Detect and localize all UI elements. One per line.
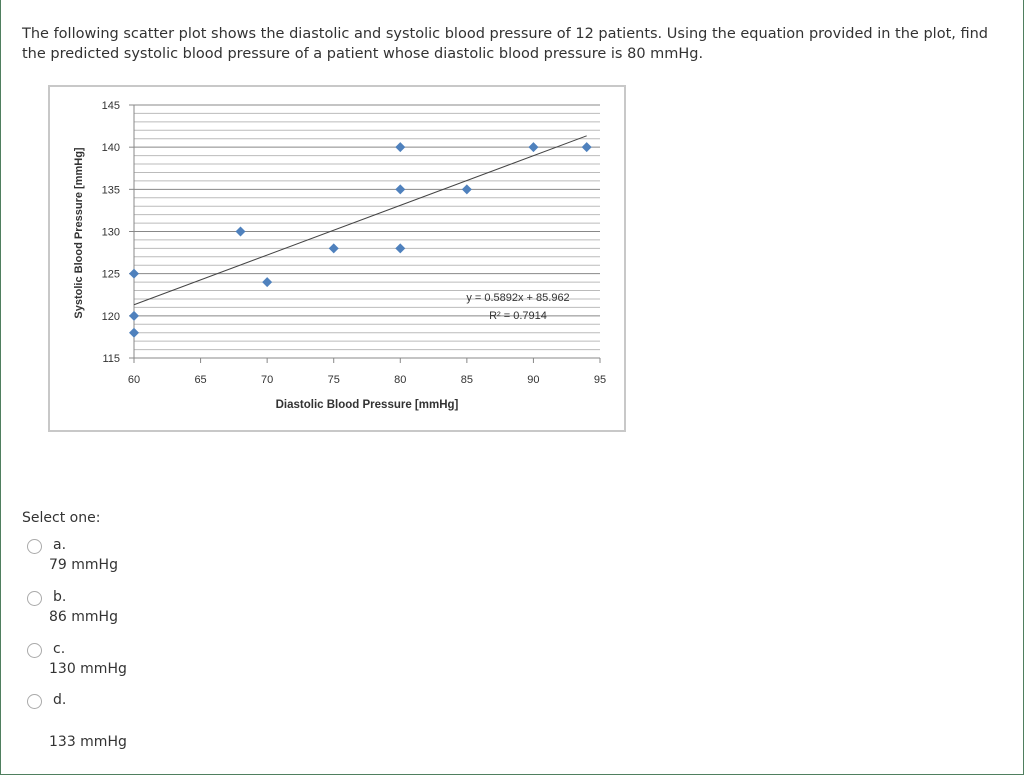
data-point — [129, 268, 139, 279]
y-tick-label: 145 — [102, 100, 120, 112]
trendline — [133, 135, 587, 306]
select-one-label: Select one: — [22, 510, 101, 526]
data-point — [262, 277, 273, 288]
radio-button[interactable] — [27, 539, 42, 554]
data-point — [461, 184, 472, 195]
x-tick-label: 90 — [527, 374, 539, 386]
question-text: The following scatter plot shows the dia… — [22, 26, 988, 62]
x-tick-label: 80 — [394, 374, 406, 386]
x-tick-label: 95 — [594, 374, 606, 386]
y-tick-label: 130 — [102, 227, 120, 239]
radio-button[interactable] — [27, 643, 42, 658]
option-text: 79 mmHg — [49, 557, 118, 573]
scatter-chart: 115 120 125 130 135 140 145 60 65 70 75 80 85 90 95 y =… — [48, 85, 626, 432]
y-tick-label: 125 — [102, 269, 120, 281]
x-tick-label: 75 — [328, 374, 340, 386]
x-tick-label: 85 — [461, 374, 473, 386]
data-point — [395, 184, 406, 195]
radio-button[interactable] — [27, 591, 42, 606]
r-squared: R² = 0.7914 — [489, 310, 547, 322]
option-letter: c. — [53, 641, 66, 657]
x-axis-label: Diastolic Blood Pressure [mmHg] — [276, 399, 459, 411]
data-point — [395, 243, 406, 254]
option-letter: b. — [53, 589, 67, 605]
x-tick-label: 60 — [128, 374, 140, 386]
radio-button[interactable] — [27, 694, 42, 709]
option-text: 130 mmHg — [49, 661, 127, 677]
data-point — [581, 142, 592, 153]
data-point — [235, 226, 246, 237]
y-tick-label: 120 — [102, 311, 120, 323]
data-point — [328, 243, 339, 254]
y-axis-label: Systolic Blood Pressure [mmHg] — [73, 147, 85, 318]
data-point — [129, 327, 139, 338]
x-tick-label: 65 — [194, 374, 206, 386]
data-point — [528, 142, 539, 153]
y-tick-label: 140 — [102, 142, 120, 154]
y-tick-label: 135 — [102, 184, 120, 196]
x-tick-label: 70 — [261, 374, 273, 386]
y-tick-label: 115 — [102, 353, 120, 365]
option-letter: a. — [53, 537, 67, 553]
data-point — [129, 310, 139, 321]
chart-svg: 115 120 125 130 135 140 145 60 65 70 75 80 85 90 95 y =… — [73, 100, 606, 411]
data-point — [395, 142, 406, 153]
option-text: 133 mmHg — [49, 734, 127, 750]
option-letter: d. — [53, 692, 67, 708]
trendline-equation: y = 0.5892x + 85.962 — [466, 292, 569, 304]
option-text: 86 mmHg — [49, 609, 118, 625]
